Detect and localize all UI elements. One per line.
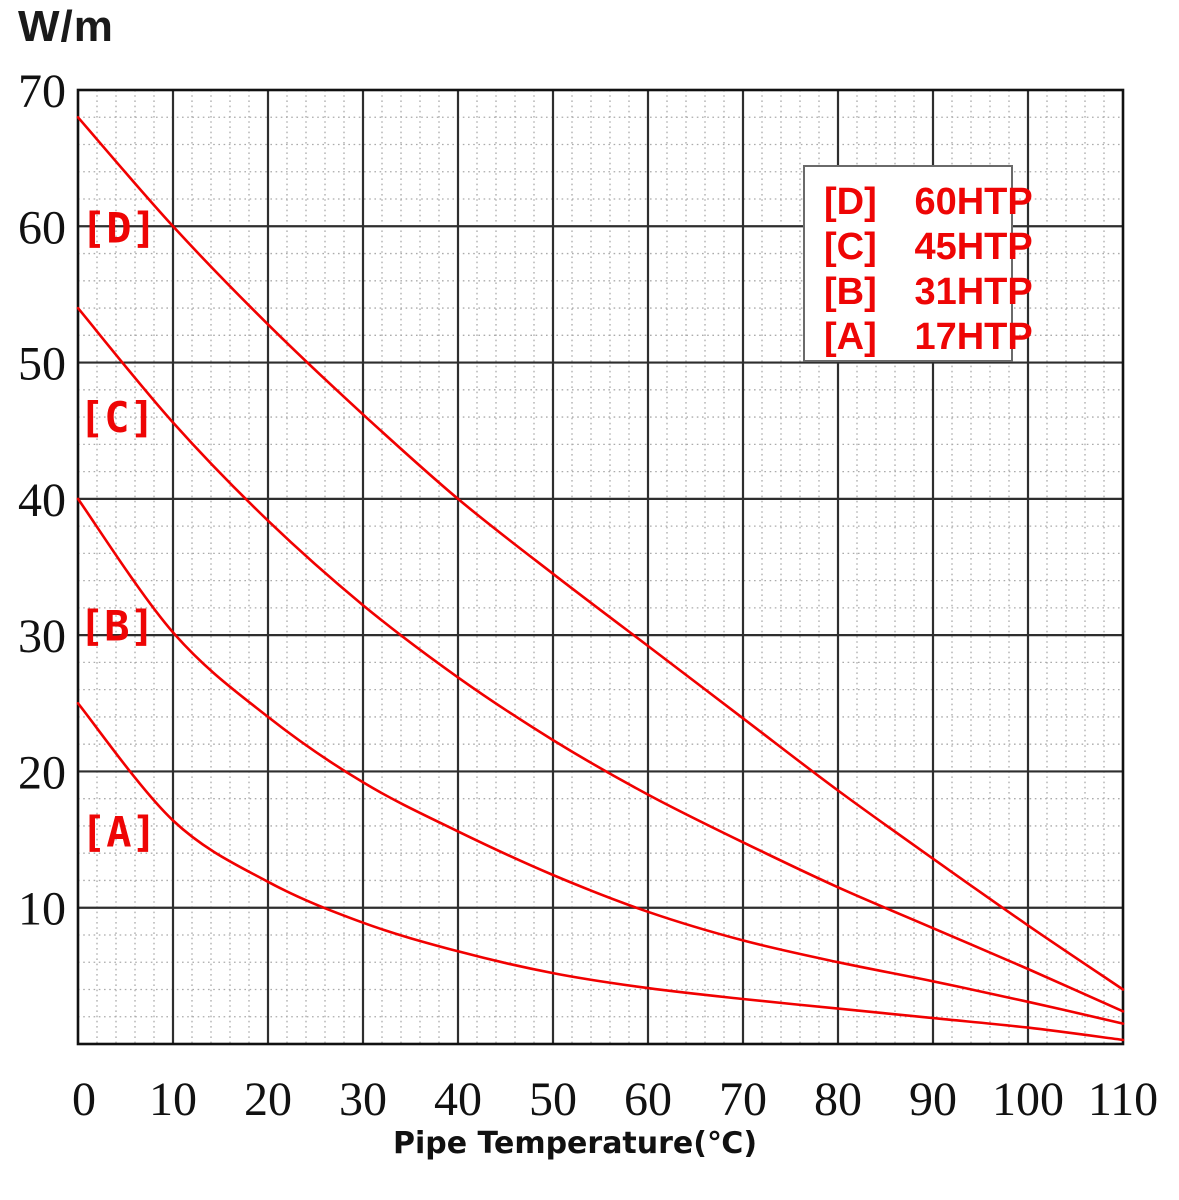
y-tick-label: 60 <box>18 201 66 254</box>
y-axis-unit-label: W/m <box>18 2 114 51</box>
x-axis-title: Pipe Temperature(℃) <box>392 1126 758 1161</box>
curve-17HTP <box>76 702 1125 1042</box>
curve-label-45HTP: [C] <box>79 393 155 442</box>
legend-model: 31HTP <box>914 271 1033 313</box>
x-tick-label: 40 <box>434 1073 482 1126</box>
curve-label-31HTP: [B] <box>79 602 155 651</box>
y-tick-label: 40 <box>18 474 66 527</box>
y-tick-label: 20 <box>18 746 66 799</box>
legend-key: [C] <box>824 226 877 268</box>
y-tick-labels: 10 20 30 40 50 60 70 <box>18 65 66 936</box>
legend-key: [B] <box>824 271 877 313</box>
y-tick-label: 30 <box>18 610 66 663</box>
curve-31HTP <box>76 497 1125 1025</box>
x-tick-label: 100 <box>992 1073 1064 1126</box>
x-tick-label: 70 <box>719 1073 767 1126</box>
y-tick-label: 10 <box>18 883 66 936</box>
curve-60HTP <box>76 116 1125 991</box>
y-tick-label: 50 <box>18 338 66 391</box>
curve-label-17HTP: [A] <box>81 807 157 856</box>
legend-model: 60HTP <box>914 181 1033 223</box>
legend-box: [D] 60HTP [C] 45HTP [B] 31HTP [A] 17HTP <box>803 165 1033 362</box>
legend-model: 17HTP <box>914 316 1033 358</box>
x-tick-label: 10 <box>149 1073 197 1126</box>
x-tick-label: 80 <box>814 1073 862 1126</box>
legend-key: [A] <box>824 316 877 358</box>
legend-row: [B] 31HTP <box>824 271 1033 316</box>
curve-label-60HTP: [D] <box>81 204 157 253</box>
plot-border <box>76 88 1125 1046</box>
x-tick-label: 50 <box>529 1073 577 1126</box>
legend-model: 45HTP <box>914 226 1033 268</box>
x-tick-label: 0 <box>72 1073 96 1126</box>
legend-key: [D] <box>824 181 877 223</box>
x-tick-label: 20 <box>244 1073 292 1126</box>
x-tick-label: 110 <box>1088 1073 1158 1126</box>
y-tick-label: 70 <box>18 65 66 118</box>
legend-row: [D] 60HTP <box>824 181 1033 226</box>
x-tick-labels: 0 10 20 30 40 50 60 70 80 90 100 110 <box>72 1073 1158 1126</box>
x-tick-label: 90 <box>909 1073 957 1126</box>
legend-row: [A] 17HTP <box>824 316 1033 361</box>
x-tick-label: 30 <box>339 1073 387 1126</box>
legend-row: [C] 45HTP <box>824 226 1033 271</box>
curve-45HTP <box>76 306 1125 1013</box>
x-tick-label: 60 <box>624 1073 672 1126</box>
curves <box>76 116 1125 1042</box>
curve-labels: [D] [C] [B] [A] <box>79 204 157 857</box>
